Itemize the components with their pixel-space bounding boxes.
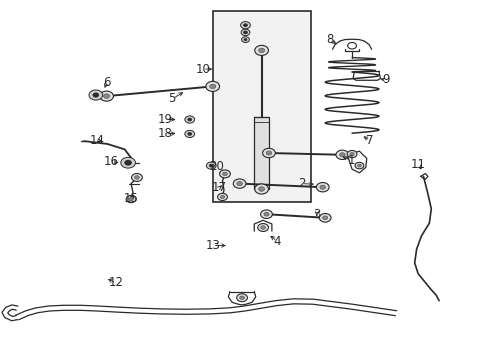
Circle shape <box>187 132 191 135</box>
Circle shape <box>258 48 264 53</box>
Circle shape <box>357 164 361 167</box>
Circle shape <box>319 185 325 189</box>
Circle shape <box>241 29 249 36</box>
Circle shape <box>257 224 268 231</box>
Circle shape <box>209 84 215 89</box>
Circle shape <box>243 24 247 27</box>
Circle shape <box>254 184 268 194</box>
Circle shape <box>131 174 142 181</box>
Circle shape <box>206 162 216 169</box>
Text: 2: 2 <box>297 177 305 190</box>
FancyBboxPatch shape <box>253 117 269 189</box>
Circle shape <box>349 152 353 156</box>
Text: 9: 9 <box>382 73 389 86</box>
Text: 12: 12 <box>108 276 123 289</box>
Circle shape <box>236 294 247 302</box>
Circle shape <box>339 153 345 157</box>
Circle shape <box>217 193 227 201</box>
Text: 3: 3 <box>312 208 320 221</box>
Circle shape <box>233 179 245 188</box>
Text: 5: 5 <box>168 93 176 105</box>
Text: 18: 18 <box>158 127 172 140</box>
Circle shape <box>209 164 213 167</box>
Text: 20: 20 <box>209 160 224 173</box>
Circle shape <box>187 118 191 121</box>
Text: 16: 16 <box>104 156 119 168</box>
Text: 14: 14 <box>89 134 104 147</box>
Circle shape <box>134 176 139 179</box>
Circle shape <box>346 150 356 158</box>
Text: 13: 13 <box>205 239 220 252</box>
Circle shape <box>240 22 250 29</box>
Circle shape <box>264 212 268 216</box>
Text: 1: 1 <box>346 154 354 167</box>
Text: 11: 11 <box>410 158 425 171</box>
Circle shape <box>236 181 242 186</box>
Circle shape <box>184 130 194 138</box>
Circle shape <box>126 195 136 203</box>
Circle shape <box>244 39 246 41</box>
Circle shape <box>239 296 244 300</box>
Text: 4: 4 <box>273 235 281 248</box>
Circle shape <box>241 37 249 42</box>
Circle shape <box>129 197 133 201</box>
Text: 17: 17 <box>211 181 226 194</box>
Circle shape <box>316 183 328 192</box>
Circle shape <box>103 94 109 98</box>
Circle shape <box>100 91 113 101</box>
Circle shape <box>222 172 227 176</box>
Circle shape <box>254 45 268 55</box>
Circle shape <box>258 187 264 191</box>
Circle shape <box>89 90 102 100</box>
Circle shape <box>243 31 247 34</box>
Circle shape <box>335 150 348 159</box>
Text: 8: 8 <box>325 33 333 46</box>
Circle shape <box>121 157 135 168</box>
Circle shape <box>260 210 272 219</box>
Circle shape <box>205 81 219 91</box>
Circle shape <box>184 116 194 123</box>
Text: 15: 15 <box>123 192 138 205</box>
Text: 19: 19 <box>158 113 172 126</box>
Text: 7: 7 <box>366 134 373 147</box>
Circle shape <box>322 216 327 220</box>
Circle shape <box>347 42 356 49</box>
Circle shape <box>260 226 265 229</box>
Circle shape <box>124 160 131 165</box>
Text: 6: 6 <box>102 76 110 89</box>
Circle shape <box>265 151 271 155</box>
Circle shape <box>93 93 99 97</box>
Circle shape <box>219 170 230 178</box>
Circle shape <box>262 148 275 158</box>
Circle shape <box>319 213 330 222</box>
Circle shape <box>354 162 363 169</box>
Bar <box>212 11 310 202</box>
Circle shape <box>220 195 224 198</box>
Text: 10: 10 <box>195 63 210 76</box>
